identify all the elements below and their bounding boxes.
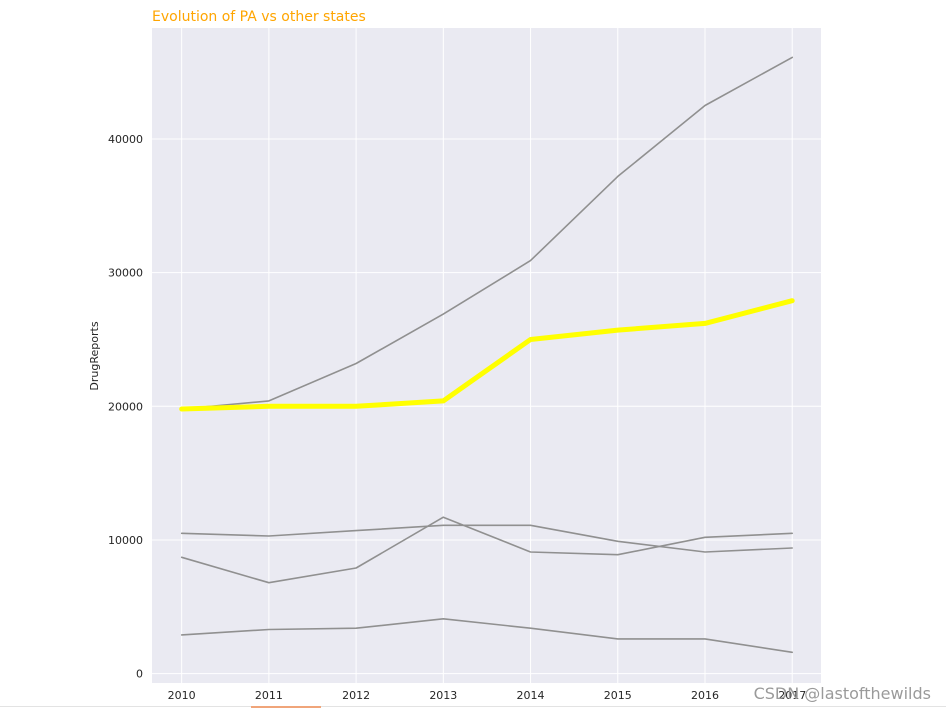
series-lines — [179, 56, 795, 654]
y-tick-label: 10000 — [108, 534, 143, 547]
series-line-0 — [180, 56, 794, 410]
y-tick-label: 20000 — [108, 400, 143, 413]
chart-title: Evolution of PA vs other states — [152, 9, 366, 25]
y-tick-label: 40000 — [108, 133, 143, 146]
x-tick-label: 2012 — [342, 689, 370, 702]
plot-area — [152, 28, 821, 683]
bottom-accent-bar — [251, 706, 321, 708]
bottom-divider — [0, 706, 946, 707]
x-tick-label: 2014 — [517, 689, 545, 702]
x-tick-label: 2016 — [691, 689, 719, 702]
tick-labels: 2010 2011 2012 2013 2014 2015 2016 2017 0 10000 20… — [108, 133, 806, 702]
watermark-text: CSDN @lastofthewilds — [754, 684, 931, 703]
series-line-1 — [180, 524, 794, 553]
y-tick-label: 30000 — [108, 267, 143, 280]
y-axis-label: DrugReports — [88, 321, 101, 390]
x-tick-label: 2011 — [255, 689, 283, 702]
x-tick-label: 2010 — [168, 689, 196, 702]
series-line-highlight — [179, 298, 795, 412]
x-tick-label: 2015 — [604, 689, 632, 702]
series-line-3 — [180, 617, 794, 654]
series-line-2 — [180, 516, 794, 584]
x-tick-label: 2013 — [429, 689, 457, 702]
y-tick-label: 0 — [136, 668, 143, 681]
x-tick-label: 2017 — [778, 689, 806, 702]
